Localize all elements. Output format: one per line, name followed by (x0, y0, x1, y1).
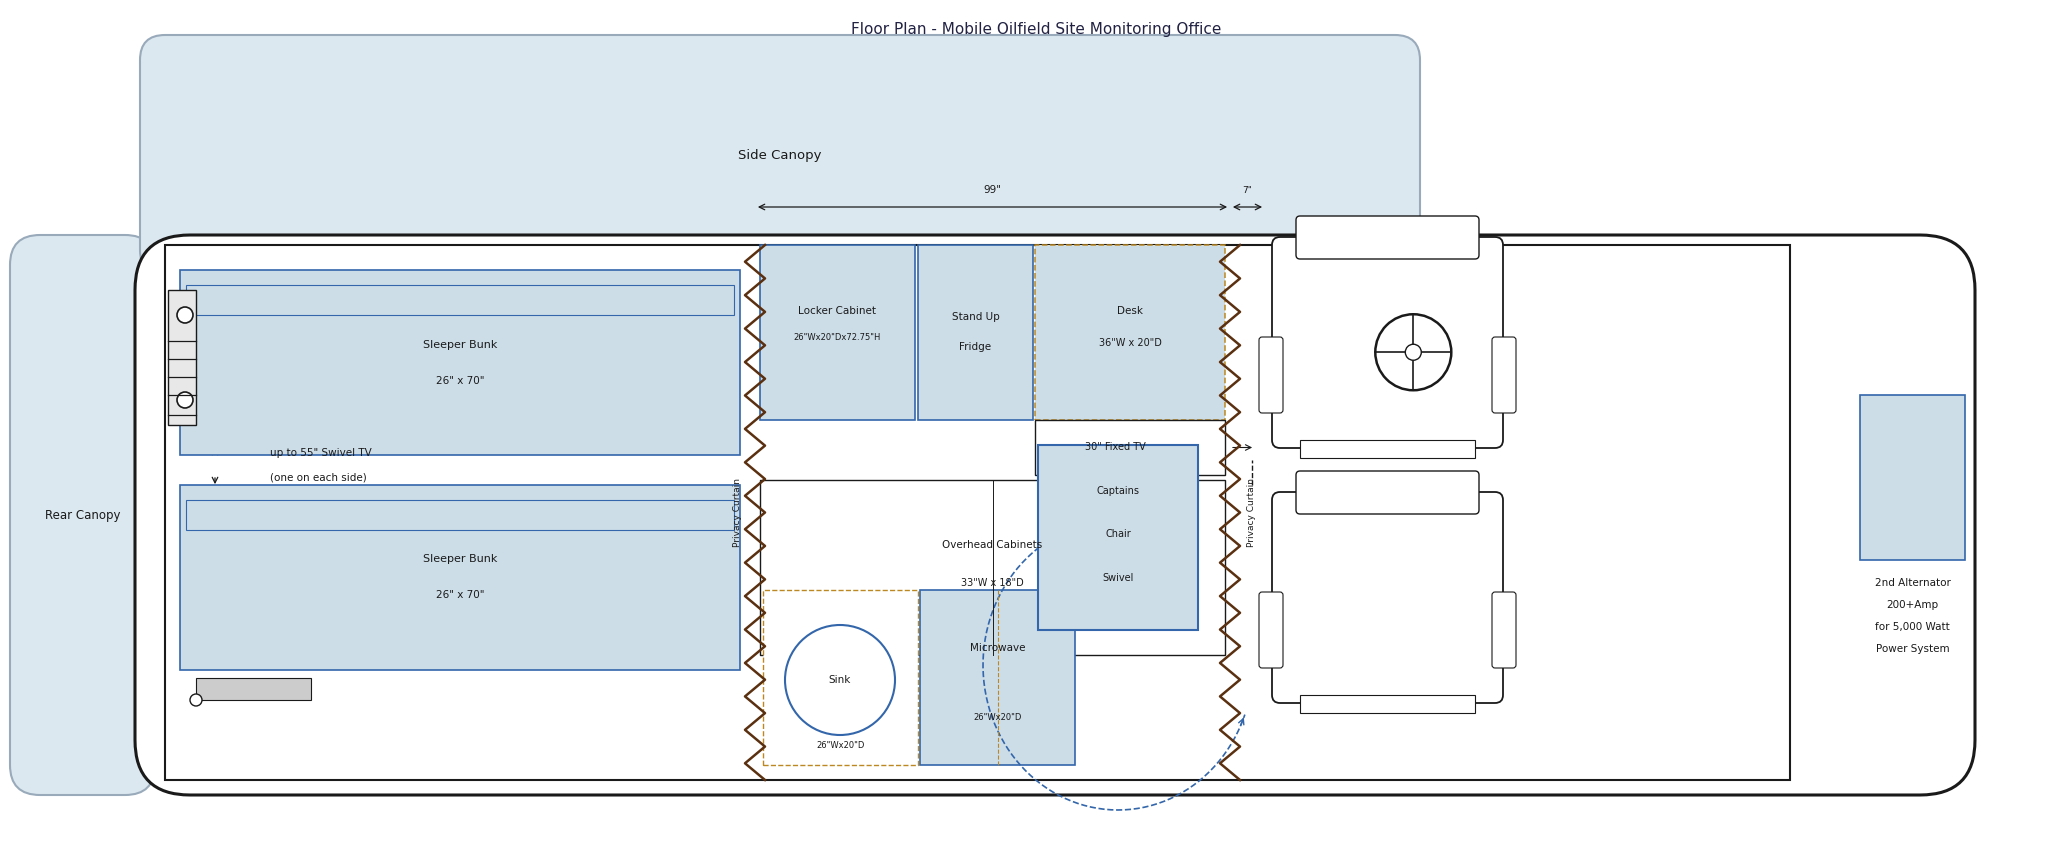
Bar (180, 270, 740, 455)
FancyBboxPatch shape (1272, 237, 1502, 448)
Text: Locker Cabinet: Locker Cabinet (798, 305, 876, 315)
Text: 26"Wx20"D: 26"Wx20"D (974, 713, 1021, 722)
Text: 33"W x 18"D: 33"W x 18"D (961, 577, 1024, 587)
Bar (1036, 420, 1225, 475)
Text: Side Canopy: Side Canopy (738, 149, 823, 162)
Bar (186, 500, 733, 530)
Text: (one on each side): (one on each side) (269, 472, 367, 482)
Text: Chair: Chair (1104, 528, 1131, 539)
Text: up to 55" Swivel TV: up to 55" Swivel TV (269, 448, 371, 458)
Circle shape (785, 625, 895, 735)
Text: Fridge: Fridge (959, 343, 992, 352)
Text: 26" x 70": 26" x 70" (435, 375, 485, 386)
Bar (760, 480, 1225, 655)
Text: 200+Amp: 200+Amp (1886, 600, 1939, 610)
Text: 99": 99" (984, 185, 1001, 195)
FancyBboxPatch shape (1492, 592, 1517, 668)
Text: Overhead Cabinets: Overhead Cabinets (943, 540, 1042, 551)
Bar (920, 590, 1075, 765)
Text: for 5,000 Watt: for 5,000 Watt (1875, 622, 1950, 632)
Bar (166, 245, 1790, 780)
Bar (762, 590, 918, 765)
Bar (760, 245, 916, 420)
Bar (1038, 445, 1198, 630)
Bar (918, 245, 1034, 420)
Text: 7": 7" (1243, 186, 1251, 195)
Text: 36"W x 20"D: 36"W x 20"D (1098, 338, 1162, 347)
Circle shape (176, 307, 193, 323)
FancyBboxPatch shape (1295, 471, 1479, 514)
FancyBboxPatch shape (1295, 216, 1479, 259)
Bar (197, 678, 311, 700)
Bar (186, 285, 733, 315)
Bar (180, 485, 740, 670)
Bar (1299, 440, 1475, 458)
FancyBboxPatch shape (1260, 337, 1283, 413)
FancyBboxPatch shape (1260, 592, 1283, 668)
Text: Privacy Curtain: Privacy Curtain (733, 478, 742, 547)
Text: Privacy Curtain: Privacy Curtain (1247, 478, 1256, 547)
Bar (168, 290, 197, 425)
Text: Sleeper Bunk: Sleeper Bunk (423, 555, 497, 564)
Circle shape (191, 694, 201, 706)
Text: Captains: Captains (1096, 486, 1140, 496)
Text: Power System: Power System (1875, 644, 1950, 654)
Circle shape (176, 392, 193, 408)
Text: Floor Plan - Mobile Oilfield Site Monitoring Office: Floor Plan - Mobile Oilfield Site Monito… (852, 22, 1220, 38)
Bar (1861, 395, 1964, 560)
Text: Microwave: Microwave (970, 643, 1026, 652)
Text: 2nd Alternator: 2nd Alternator (1875, 578, 1950, 588)
Text: 26"Wx20"D: 26"Wx20"D (816, 740, 864, 750)
FancyBboxPatch shape (10, 235, 155, 795)
Text: Rear Canopy: Rear Canopy (46, 509, 120, 522)
Text: Sink: Sink (829, 675, 852, 685)
Text: 30" Fixed TV: 30" Fixed TV (1084, 443, 1146, 452)
Text: Swivel: Swivel (1102, 573, 1133, 583)
Text: Desk: Desk (1117, 305, 1144, 315)
FancyBboxPatch shape (1272, 492, 1502, 703)
FancyBboxPatch shape (141, 35, 1419, 275)
Circle shape (1405, 345, 1421, 360)
FancyBboxPatch shape (1492, 337, 1517, 413)
Bar (1036, 245, 1225, 420)
Text: Sleeper Bunk: Sleeper Bunk (423, 339, 497, 350)
Text: 26" x 70": 26" x 70" (435, 591, 485, 600)
Bar (1299, 695, 1475, 713)
FancyBboxPatch shape (135, 235, 1975, 795)
Text: 26"Wx20"Dx72.75"H: 26"Wx20"Dx72.75"H (794, 333, 881, 342)
Text: Stand Up: Stand Up (951, 312, 999, 322)
